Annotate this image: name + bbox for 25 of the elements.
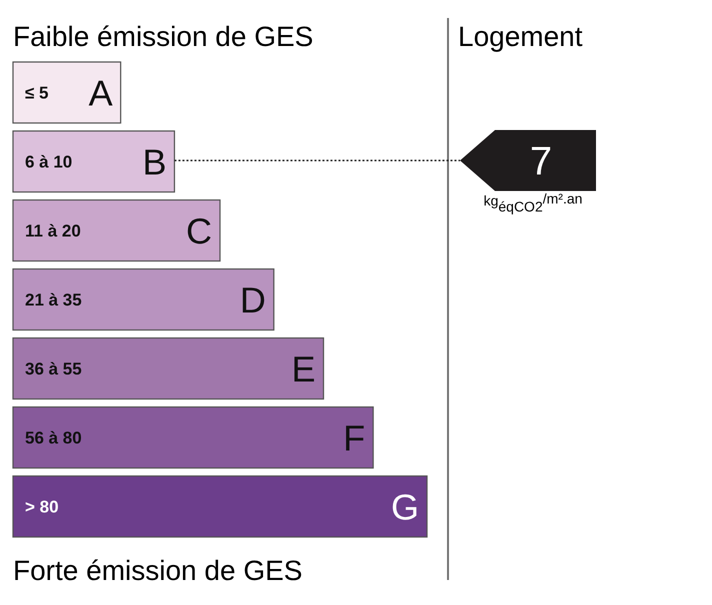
annotation: 21 à 35 bbox=[25, 290, 82, 310]
annotation: > 80 bbox=[25, 498, 59, 516]
annotation: 56 à 80 bbox=[25, 428, 82, 448]
y-tick-label: F bbox=[343, 418, 366, 458]
annotation: 36 à 55 bbox=[25, 360, 82, 378]
bar bbox=[12, 268, 274, 331]
ref-line-label: 7 bbox=[530, 140, 552, 184]
bar bbox=[12, 199, 221, 262]
y-tick-label: D bbox=[240, 280, 266, 320]
text: Logement bbox=[458, 21, 583, 52]
bar bbox=[12, 406, 374, 469]
annotation: 6 à 10 bbox=[25, 152, 72, 172]
bar bbox=[12, 337, 324, 400]
y-tick-label: G bbox=[390, 486, 419, 528]
x-axis-title: Forte émission de GES bbox=[13, 555, 302, 586]
y-tick-label: C bbox=[186, 210, 212, 252]
annotation: 11 à 20 bbox=[25, 222, 81, 240]
y-tick-label: E bbox=[291, 348, 316, 390]
bar bbox=[12, 61, 122, 124]
y-tick-label: A bbox=[88, 72, 113, 114]
bar bbox=[12, 475, 428, 538]
chart-title: Faible émission de GES bbox=[13, 21, 314, 52]
bar bbox=[12, 130, 176, 193]
annotation: ≤ 5 bbox=[25, 84, 49, 102]
y-tick-label: B bbox=[142, 142, 166, 182]
